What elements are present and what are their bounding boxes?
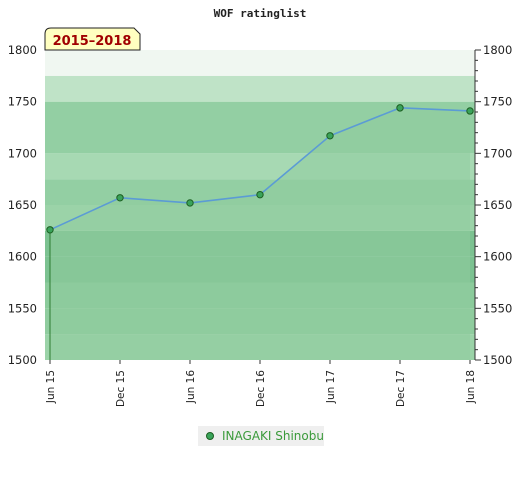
y-axis-right: 1500 1550 1600 1650 1700 1750 1800 (474, 43, 512, 367)
data-points (46, 104, 474, 234)
y-tick-label-right: 1650 (483, 198, 512, 212)
data-point (46, 226, 54, 234)
legend-background (198, 426, 324, 446)
x-tick-label: Jun 15 (45, 370, 57, 404)
x-tick-label: Dec 16 (255, 370, 267, 407)
y-axis-left: 1500 1550 1600 1650 1700 1750 1800 (8, 43, 37, 367)
y-tick-label-right: 1600 (483, 250, 512, 264)
series-area-fill (50, 107, 470, 360)
legend-marker (206, 432, 214, 440)
y-tick-label-left: 1550 (8, 301, 37, 315)
period-badge: 2015–2018 (44, 27, 141, 51)
x-tick-label: Jun 17 (325, 370, 337, 404)
data-point (256, 190, 264, 199)
y-tick-label-right: 1700 (483, 146, 512, 160)
y-tick-label-right: 1550 (483, 301, 512, 315)
x-tick-label: Dec 17 (395, 370, 407, 407)
y-tick-label-left: 1650 (8, 198, 37, 212)
y-tick-label-left: 1700 (8, 146, 37, 160)
data-point (186, 199, 194, 207)
data-point (466, 107, 474, 115)
y-tick-label-left: 1800 (8, 43, 37, 57)
y-tick-label-right: 1750 (483, 95, 512, 109)
period-badge-label: 2015–2018 (53, 34, 132, 49)
chart-title: WOF ratinglist (214, 7, 307, 20)
y-tick-label-left: 1750 (8, 95, 37, 109)
data-point (396, 104, 404, 112)
period-badge-background (44, 27, 141, 51)
legend[interactable]: INAGAKI Shinobu (198, 426, 324, 446)
background-band (45, 75, 475, 102)
background-band (45, 50, 475, 76)
x-axis: Jun 15 Dec 15 Jun 16 Dec 16 Jun 17 Dec 17 Jun … (45, 360, 477, 407)
series-area (49, 107, 470, 360)
legend-label[interactable]: INAGAKI Shinobu (222, 429, 324, 443)
data-point (326, 132, 334, 140)
y-tick-label-right: 1800 (483, 43, 512, 57)
data-point (116, 194, 124, 202)
x-tick-label: Dec 15 (115, 370, 127, 407)
y-tick-label-right: 1500 (483, 353, 512, 367)
x-tick-label: Jun 16 (185, 370, 197, 404)
y-tick-label-left: 1500 (8, 353, 37, 367)
x-tick-label: Jun 18 (465, 370, 477, 404)
y-tick-label-left: 1600 (8, 250, 37, 264)
